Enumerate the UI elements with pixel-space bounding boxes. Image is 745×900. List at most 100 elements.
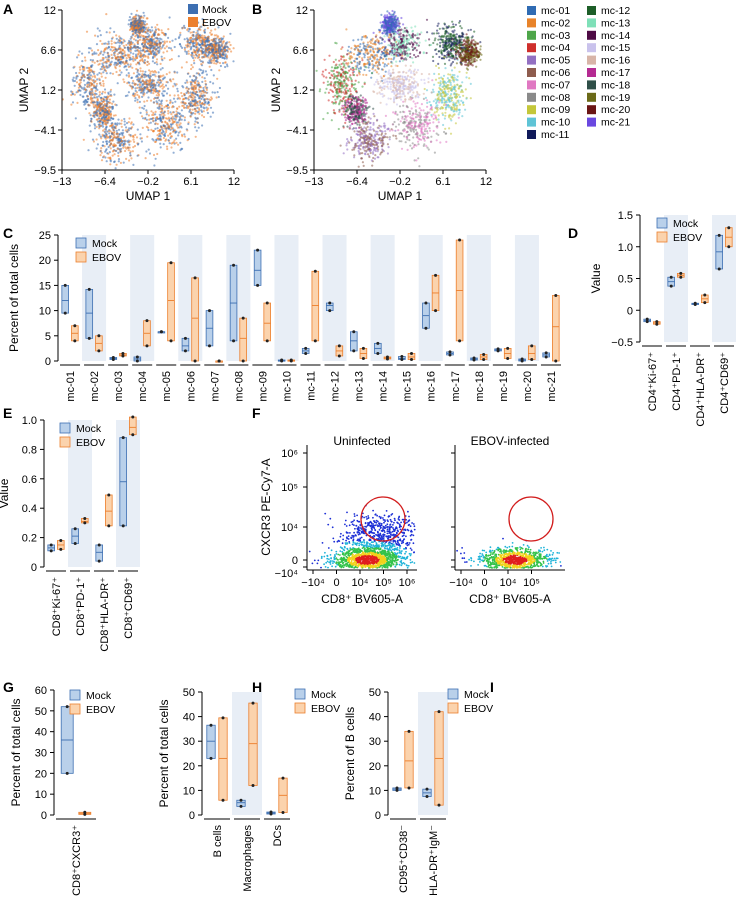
umap-point: [200, 25, 203, 28]
umap-point: [106, 130, 109, 133]
umap-point: [438, 50, 441, 53]
umap-point: [157, 71, 160, 74]
umap-point: [181, 26, 184, 29]
umap-point: [143, 23, 146, 26]
umap-point: [115, 129, 118, 132]
umap-point: [364, 51, 367, 54]
umap-point: [112, 145, 115, 148]
umap-point: [362, 146, 365, 149]
umap-point: [193, 62, 196, 65]
umap-point: [469, 28, 472, 31]
umap-point: [200, 43, 203, 46]
umap-point: [211, 91, 214, 94]
umap-point: [340, 62, 343, 66]
umap-point: [195, 53, 198, 56]
umap-point: [461, 115, 464, 118]
umap-point: [436, 24, 439, 27]
umap-point: [111, 139, 114, 142]
umap-point: [150, 43, 153, 46]
umap-point: [204, 100, 207, 104]
umap-point: [426, 31, 429, 34]
umap-point: [371, 71, 374, 75]
umap-point: [84, 88, 87, 91]
umap-point: [113, 52, 116, 55]
umap-point: [133, 38, 136, 41]
umap-point: [109, 125, 112, 128]
umap-point: [136, 45, 139, 49]
umap-point: [109, 163, 112, 166]
umap-point: [136, 101, 139, 104]
umap-point: [93, 110, 96, 114]
umap-point: [91, 52, 94, 56]
umap-point: [218, 69, 221, 72]
panel-letter-G: G: [3, 679, 14, 695]
umap-point: [104, 137, 107, 140]
umap-point: [210, 54, 213, 57]
umap-point: [76, 75, 79, 78]
umap-point: [334, 98, 337, 101]
umap-point: [89, 130, 92, 133]
umap-point: [326, 112, 329, 115]
umap-point: [467, 29, 470, 32]
umap-point: [199, 60, 203, 63]
umap-point: [101, 144, 104, 147]
umap-point: [169, 132, 172, 135]
umap-point: [96, 78, 99, 81]
umap-point: [100, 117, 103, 120]
umap-point: [131, 24, 135, 27]
umap-point: [146, 35, 149, 38]
umap-point: [223, 50, 226, 53]
umap-point: [385, 103, 388, 106]
umap-point: [186, 37, 189, 40]
umap-point: [169, 47, 172, 50]
umap-point: [78, 50, 81, 53]
umap-point: [347, 89, 350, 92]
umap-point: [182, 104, 185, 107]
umap-point: [88, 68, 91, 71]
umap-point: [373, 83, 376, 86]
umap-point: [108, 140, 111, 144]
umap-point: [165, 80, 168, 84]
umap-point: [123, 46, 126, 49]
umap-point: [145, 23, 149, 26]
umap-point: [191, 66, 194, 69]
umap-point: [115, 163, 118, 166]
umap-point: [345, 76, 348, 79]
umap-point: [143, 59, 146, 62]
umap-point: [192, 112, 195, 115]
x-axis-title: UMAP 1: [126, 189, 171, 203]
umap-point: [174, 118, 177, 121]
umap-point: [146, 32, 149, 35]
umap-point: [196, 117, 199, 120]
umap-point: [149, 51, 152, 54]
umap-point: [375, 143, 378, 146]
umap-point: [109, 147, 112, 150]
umap-point: [132, 146, 135, 149]
umap-point: [218, 61, 222, 65]
umap-point: [400, 16, 403, 20]
umap-point: [350, 61, 353, 64]
panel-letter-D: D: [568, 225, 578, 241]
umap-point: [147, 148, 150, 151]
umap-point: [136, 128, 139, 131]
umap-point: [415, 110, 418, 113]
umap-point: [89, 96, 93, 99]
umap-point: [423, 78, 426, 81]
umap-point: [401, 59, 404, 62]
umap-point: [157, 93, 160, 96]
umap-point: [86, 66, 89, 69]
umap-point: [132, 163, 135, 166]
umap-point: [183, 26, 187, 29]
umap-point: [374, 69, 377, 72]
umap-point: [393, 56, 396, 59]
umap-point: [168, 94, 172, 97]
umap-point: [141, 88, 144, 91]
umap-point: [145, 17, 148, 20]
umap-point: [117, 74, 120, 77]
umap-point: [203, 19, 206, 23]
umap-point: [209, 106, 213, 109]
umap-point: [130, 122, 133, 125]
umap-point: [183, 38, 186, 41]
umap-point: [151, 113, 154, 117]
y-tick-label: −9.5: [34, 165, 56, 177]
